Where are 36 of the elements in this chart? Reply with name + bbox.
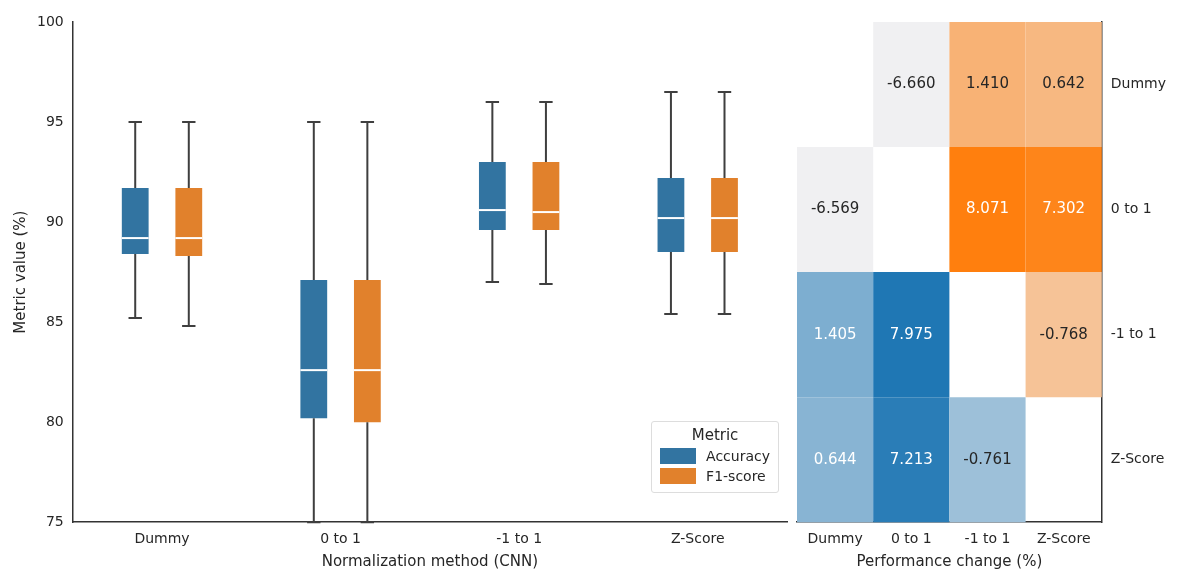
legend-title: Metric	[690, 426, 740, 444]
y-tick-label: 95	[45, 112, 64, 129]
y-tick-label: 90	[45, 212, 64, 229]
y-tick-label: 75	[45, 512, 64, 529]
legend-label: Accuracy	[706, 448, 770, 464]
x-tick-label: Dummy	[134, 530, 190, 547]
data-label: 7.302	[1042, 199, 1086, 218]
x-tick-label: Dummy	[807, 530, 863, 547]
data-label: -0.761	[963, 449, 1012, 468]
x-tick-label: 0 to 1	[890, 530, 932, 547]
y-tick-label: 80	[45, 412, 64, 429]
data-label: -6.569	[810, 199, 860, 218]
x-tick-label: -1 to 1	[496, 530, 543, 547]
y-axis-title: Metric value (%)	[10, 210, 29, 334]
data-label: -6.660	[887, 74, 936, 93]
data-label: 1.410	[966, 74, 1009, 93]
data-label: 7.213	[889, 449, 933, 468]
y-tick-label: 100	[36, 12, 64, 29]
y-tick-label: Dummy	[1110, 75, 1166, 92]
data-label: 0.642	[1042, 74, 1086, 93]
x-axis-title: Normalization method (CNN)	[321, 551, 539, 570]
legend-label: F1-score	[706, 468, 766, 484]
y-tick-label: 85	[45, 312, 64, 329]
y-tick-label: Z-Score	[1110, 450, 1165, 467]
data-label: 0.644	[813, 449, 857, 468]
data-label: 8.071	[966, 199, 1009, 218]
x-axis-title: Performance change (%)	[856, 551, 1043, 570]
x-tick-label: 0 to 1	[320, 530, 361, 547]
data-label: 7.975	[889, 324, 933, 343]
y-tick-label: -1 to 1	[1110, 325, 1157, 342]
y-tick-label: 0 to 1	[1110, 200, 1152, 217]
x-tick-label: -1 to 1	[964, 530, 1011, 547]
data-label: -0.768	[1039, 324, 1088, 343]
x-tick-label: Z-Score	[1036, 530, 1091, 547]
x-tick-label: Z-Score	[670, 530, 725, 547]
data-label: 1.405	[813, 324, 857, 343]
